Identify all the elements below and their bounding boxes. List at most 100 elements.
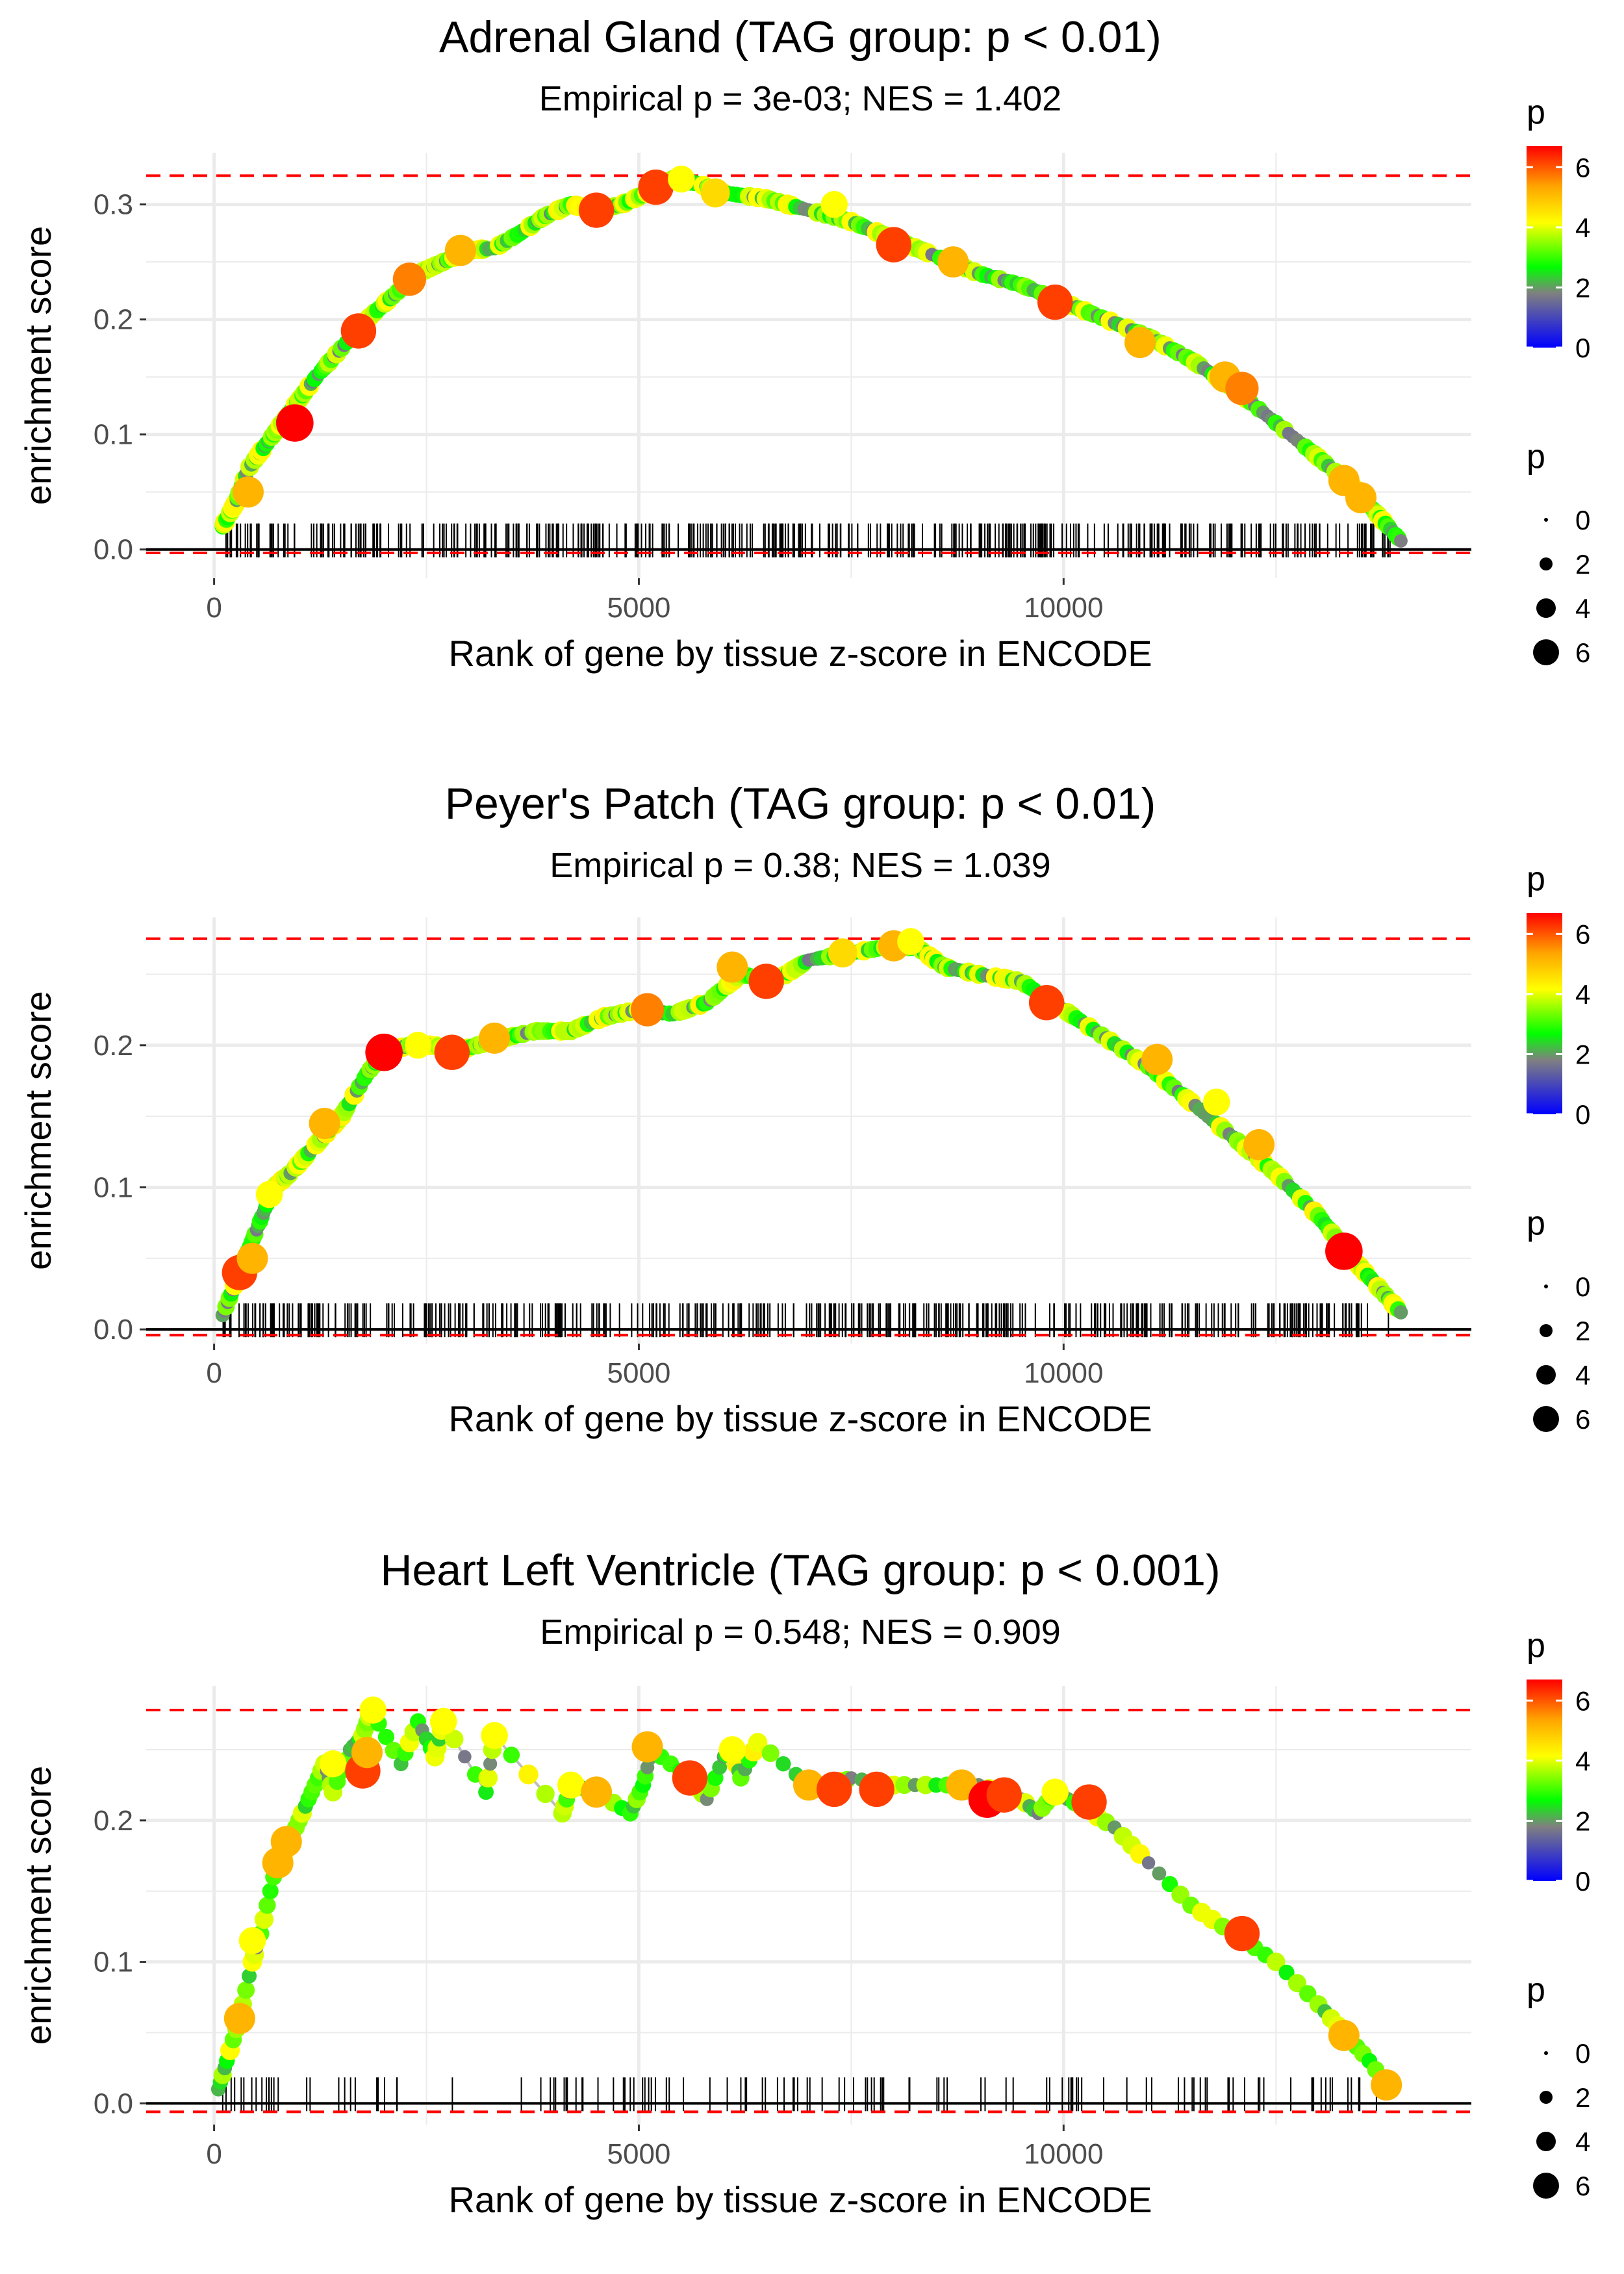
x-tick-label: 5000 [607, 592, 671, 624]
chart-subtitle: Empirical p = 0.38; NES = 1.039 [550, 846, 1050, 885]
chart-title: Heart Left Ventricle (TAG group: p < 0.0… [380, 1546, 1220, 1595]
data-point [718, 1736, 746, 1763]
size-legend-title: p [1527, 1971, 1545, 2009]
color-bar-label: 6 [1575, 1685, 1590, 1716]
curve-points [215, 936, 1408, 1323]
size-legend-label: 6 [1575, 637, 1590, 668]
curve-point [242, 1968, 257, 1984]
data-point [581, 1776, 613, 1808]
y-tick-label: 0.1 [94, 1947, 133, 1978]
curve-point [1161, 1876, 1178, 1893]
chart-subtitle: Empirical p = 0.548; NES = 0.909 [540, 1613, 1060, 1652]
curve-point [259, 1897, 276, 1914]
data-point [444, 235, 476, 266]
data-point [668, 165, 695, 193]
size-legend-label: 4 [1575, 2127, 1590, 2157]
y-axis-title: enrichment score [18, 991, 58, 1270]
data-point [232, 476, 264, 508]
gene-rug [222, 2077, 1377, 2112]
data-point [1071, 1784, 1107, 1820]
curve-point [1394, 534, 1408, 548]
x-axis-title: Rank of gene by tissue z-score in ENCODE [448, 1398, 1152, 1439]
color-bar-label: 0 [1575, 333, 1590, 363]
data-point [1371, 2069, 1402, 2101]
data-point [672, 1760, 708, 1796]
data-point [319, 1750, 347, 1778]
color-bar-label: 2 [1575, 272, 1590, 303]
color-bar-label: 4 [1575, 979, 1590, 1010]
data-point [404, 1032, 432, 1059]
size-legend-dot [1533, 1406, 1559, 1432]
size-legend-dot [1540, 1324, 1553, 1337]
y-tick-label: 0.0 [94, 1314, 133, 1346]
curve-point [478, 1784, 494, 1800]
size-legend-label: 0 [1575, 1271, 1590, 1302]
data-point [1243, 1129, 1275, 1160]
data-point [578, 192, 615, 228]
data-point [700, 178, 730, 208]
curve-point [895, 1776, 913, 1795]
data-point [340, 313, 377, 349]
size-legend-label: 6 [1575, 1404, 1590, 1435]
x-tick-label: 10000 [1024, 2138, 1103, 2170]
curve-point [478, 1768, 498, 1788]
curve-point [377, 1728, 394, 1745]
color-bar-label: 0 [1575, 1099, 1590, 1130]
curve-point [761, 1744, 780, 1762]
curve-point [1152, 1866, 1167, 1881]
x-tick-label: 10000 [1024, 1357, 1103, 1389]
data-point [717, 951, 748, 983]
color-legend-title: p [1527, 94, 1545, 131]
size-legend-label: 2 [1575, 549, 1590, 580]
y-tick-label: 0.2 [94, 304, 133, 336]
data-point [1141, 1043, 1173, 1075]
size-legend-dot [1536, 598, 1556, 618]
curve-point [458, 1750, 472, 1764]
size-legend-label: 2 [1575, 2082, 1590, 2113]
data-point [986, 1777, 1022, 1813]
curve-point [1393, 1305, 1408, 1320]
size-legend-label: 2 [1575, 1316, 1590, 1346]
y-axis-title: enrichment score [18, 226, 58, 505]
curve-point [503, 1746, 520, 1763]
x-axis-title: Rank of gene by tissue z-score in ENCODE [448, 633, 1152, 674]
highlight-points [223, 1696, 1402, 2101]
curve-point [237, 1981, 255, 1999]
curve-point [518, 1764, 539, 1785]
curve-point [1288, 1974, 1306, 1993]
chart-panel-1: Adrenal Gland (TAG group: p < 0.01) Empir… [18, 12, 1590, 674]
data-point [631, 1731, 663, 1763]
data-point [255, 1181, 283, 1208]
x-tick-label: 0 [206, 1357, 222, 1389]
highlight-points [222, 928, 1363, 1290]
curve-point [776, 1756, 791, 1772]
color-bar-label: 6 [1575, 152, 1590, 183]
size-legend-dot [1533, 639, 1559, 665]
chart-title: Adrenal Gland (TAG group: p < 0.01) [439, 12, 1161, 62]
data-point [1037, 284, 1073, 320]
curve-point [483, 1757, 498, 1771]
color-bar [1527, 146, 1562, 348]
data-point [937, 246, 969, 278]
data-point [429, 1707, 457, 1735]
data-point [1328, 2019, 1360, 2051]
y-tick-label: 0.2 [94, 1805, 133, 1837]
chart-title: Peyer's Patch (TAG group: p < 0.01) [445, 779, 1156, 828]
x-tick-label: 10000 [1024, 592, 1103, 624]
data-point [828, 938, 857, 968]
size-legend-dot [1540, 557, 1553, 570]
color-bar [1527, 913, 1562, 1114]
data-point [946, 1769, 978, 1801]
size-legend-title: p [1527, 1205, 1545, 1242]
data-point [223, 2002, 255, 2034]
x-tick-label: 5000 [607, 1357, 671, 1389]
size-legend-label: 0 [1575, 2038, 1590, 2069]
data-point [434, 1034, 470, 1070]
data-point [876, 227, 911, 262]
y-axis-title: enrichment score [18, 1766, 58, 2045]
curve-point [1266, 1952, 1286, 1971]
color-bar-label: 4 [1575, 212, 1590, 243]
x-axis-title: Rank of gene by tissue z-score in ENCODE [448, 2179, 1152, 2220]
